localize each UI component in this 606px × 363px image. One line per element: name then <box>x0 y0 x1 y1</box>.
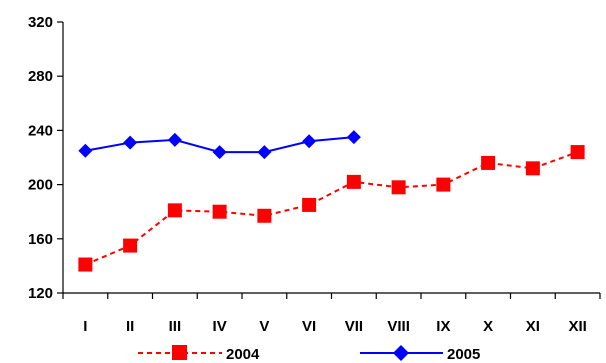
y-tick-label: 160 <box>28 231 53 248</box>
x-tick-label: X <box>483 318 493 335</box>
series-2005-point <box>212 145 227 160</box>
series-2005-point <box>167 132 182 147</box>
series-2004-point <box>525 161 540 176</box>
legend-swatch-2005-marker <box>393 345 409 361</box>
x-tick-label: IV <box>213 318 227 335</box>
series-2005-point <box>302 134 317 149</box>
legend-swatch-2004-marker <box>172 345 187 360</box>
legend-item-2004: 2004 <box>138 345 260 363</box>
x-tick-label: VIII <box>387 318 410 335</box>
series-2005-point <box>123 135 138 150</box>
series-2004-point <box>123 238 138 253</box>
series-2004-point <box>481 155 496 170</box>
series-2005-point <box>257 145 272 160</box>
series-layer <box>78 130 585 272</box>
x-tick-label: VII <box>345 318 363 335</box>
legend-label-2004: 2004 <box>226 346 260 363</box>
series-2004-point <box>346 174 361 189</box>
series-2004-point <box>78 257 93 272</box>
series-2004-line <box>84 151 578 266</box>
series-2004-point <box>167 203 182 218</box>
series-2004-point <box>302 197 317 212</box>
x-tick-label: I <box>83 318 87 335</box>
series-2004-point <box>212 204 227 219</box>
series-2004-point <box>570 145 585 160</box>
x-tick-label: IX <box>436 318 450 335</box>
y-tick-label: 320 <box>28 14 53 31</box>
x-tick-label: XII <box>568 318 586 335</box>
legend-item-2005: 2005 <box>360 345 480 363</box>
y-tick-label: 240 <box>28 122 53 139</box>
legend: 2004 2005 <box>138 345 480 363</box>
series-2004-point <box>436 177 451 192</box>
y-axis-ticks: 120 160 200 240 280 320 <box>28 14 63 302</box>
x-tick-label: V <box>259 318 269 335</box>
y-tick-label: 120 <box>28 285 53 302</box>
x-tick-label: III <box>169 318 182 335</box>
legend-label-2005: 2005 <box>447 346 480 363</box>
x-axis-ticks: I II III IV V VI VII VIII IX X XI XII <box>62 293 601 335</box>
series-2005-point <box>346 130 361 145</box>
series-2005-point <box>78 143 93 158</box>
x-tick-label: II <box>126 318 134 335</box>
series-2004-point <box>257 208 272 223</box>
series-2004-point <box>391 180 406 195</box>
x-tick-label: VI <box>302 318 316 335</box>
y-tick-label: 280 <box>28 68 53 85</box>
x-tick-label: XI <box>526 318 540 335</box>
y-tick-label: 200 <box>28 177 53 194</box>
